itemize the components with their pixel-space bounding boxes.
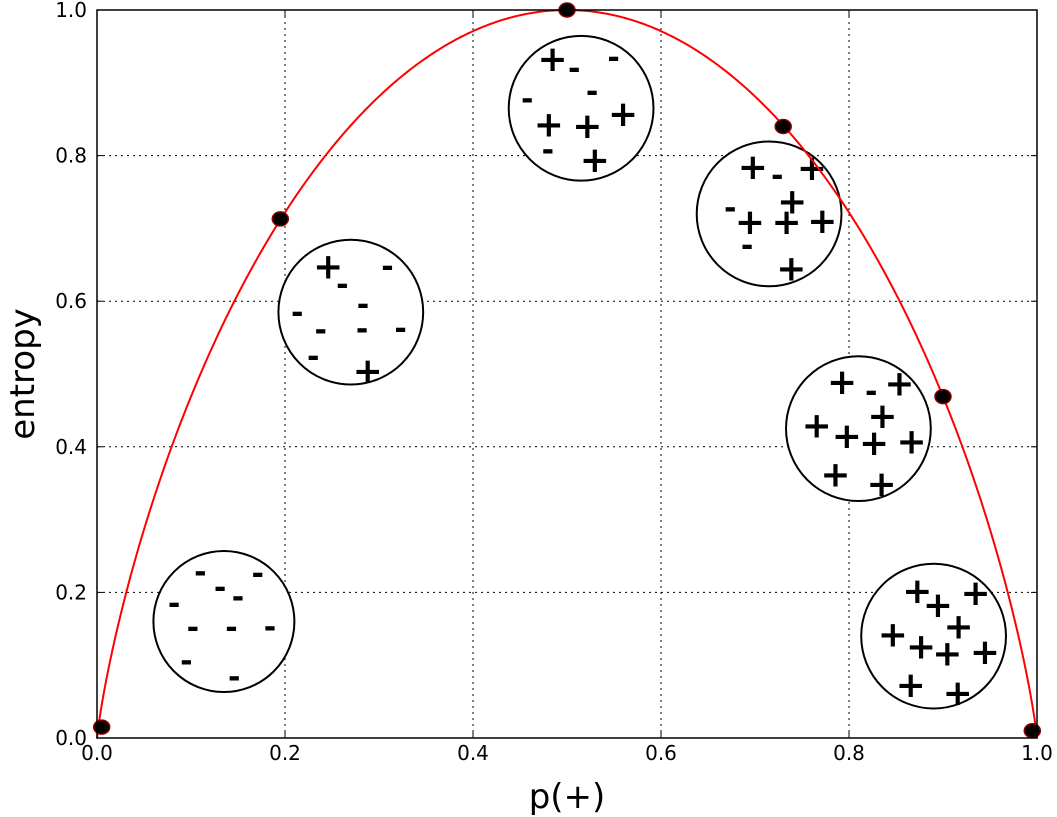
x-axis-ticks: 0.0 0.2 0.4 0.6 0.8 1.0 [81,10,1053,765]
minus-symbol: - [724,191,736,226]
x-tick-label: 0.4 [457,741,489,765]
minus-symbol: - [336,268,348,303]
plus-symbol: + [820,454,850,495]
bag-circle [507,34,655,182]
plus-symbol: + [777,181,807,222]
x-tick-label: 0.2 [269,741,301,765]
plus-symbol: + [807,201,837,242]
sample-bag: + +-++ ++ ++ + [785,355,932,505]
plus-symbol: + [313,246,343,287]
minus-symbol: - [194,555,206,590]
minus-symbol: - [252,557,264,592]
bag-circle [860,562,1007,710]
plus-symbol: + [580,140,610,181]
plus-symbol: + [859,423,889,464]
minus-symbol: - [586,75,598,110]
plus-symbol: + [832,416,862,457]
plus-symbol: + [608,94,638,135]
plus-symbol: + [738,147,768,188]
minus-symbol: - [314,313,326,348]
y-tick-label: 1.0 [55,0,87,22]
sample-bag: + +-+-+ + +-+ [695,140,843,289]
plus-symbol: + [772,202,802,243]
minus-symbol: - [291,295,303,330]
minus-symbol: - [521,82,533,117]
plus-symbol: + [797,148,827,189]
curve-marker [934,388,952,405]
sample-bag: + ---- ++ +- + [507,34,655,182]
minus-symbol: - [542,133,554,168]
plus-symbol: + [932,634,962,675]
plus-symbol: + [923,585,953,626]
minus-symbol: - [381,249,393,284]
minus-symbol: - [307,340,319,375]
sample-bag: - -- --- - -- - [152,550,296,695]
x-tick-label: 1.0 [1021,741,1053,765]
plus-symbol: + [827,362,857,403]
plus-symbol: + [902,571,932,612]
minus-symbol: - [356,312,368,347]
sample-bags: - -- --- - -- -+ ---- - - -- ++ ---- ++ +- + + +-+-+ + +-+… [152,34,1007,714]
bag-circle [152,550,296,694]
plus-symbol: + [735,202,765,243]
plus-symbol: + [537,39,567,80]
minus-symbol: - [180,644,192,679]
minus-symbol: - [741,228,753,263]
sample-bag: + ---- - - -- + [277,238,425,392]
bag-circle [277,238,425,386]
plus-symbol: + [776,248,806,289]
minus-symbol: - [865,375,877,410]
curve-marker [774,118,792,135]
plus-symbol: + [884,363,914,404]
y-axis-label: entropy [3,308,43,440]
minus-symbol: - [394,311,406,346]
minus-symbol: - [568,51,580,86]
plus-symbol: + [944,607,974,648]
x-tick-label: 0.6 [645,741,677,765]
plot-frame [96,9,1038,739]
plus-symbol: + [353,351,383,392]
y-tick-label: 0.2 [55,580,87,604]
y-tick-label: 0.4 [55,435,87,459]
curve-marker [1023,722,1042,739]
plus-symbol: + [896,665,926,706]
y-tick-label: 0.6 [55,289,87,313]
minus-symbol: - [357,287,369,322]
y-tick-label: 0.8 [55,144,87,168]
plus-symbol: + [960,573,990,614]
plus-symbol: + [906,626,936,667]
x-axis-label: p(+) [529,777,606,817]
y-tick-label: 0.0 [55,726,87,750]
plus-symbol: + [897,422,927,463]
plus-symbol: + [866,464,896,505]
minus-symbol: - [228,660,240,695]
sample-bag: + ++++++ ++ + [860,562,1007,714]
minus-symbol: - [771,158,783,193]
minus-symbol: - [214,570,226,605]
bag-circle [785,355,932,502]
plus-symbol: + [572,106,602,147]
plus-symbol: + [943,673,973,714]
plus-symbol: + [878,615,908,656]
plus-symbol: + [867,396,897,437]
minus-symbol: - [232,580,244,615]
x-tick-label: 0.0 [81,741,113,765]
curve-marker [271,211,290,227]
plus-symbol: + [802,406,832,447]
y-axis-ticks: 0.0 0.2 0.4 0.6 0.8 1.0 [55,0,1037,750]
plus-symbol: + [534,104,564,145]
minus-symbol: - [264,610,276,645]
minus-symbol: - [168,587,180,622]
bag-circle [695,140,843,288]
minus-symbol: - [607,41,619,76]
plus-symbol: + [970,632,1000,673]
minus-symbol: - [225,611,237,646]
curve-marker [92,719,111,735]
minus-symbol: - [187,611,199,646]
x-tick-label: 0.8 [833,741,865,765]
